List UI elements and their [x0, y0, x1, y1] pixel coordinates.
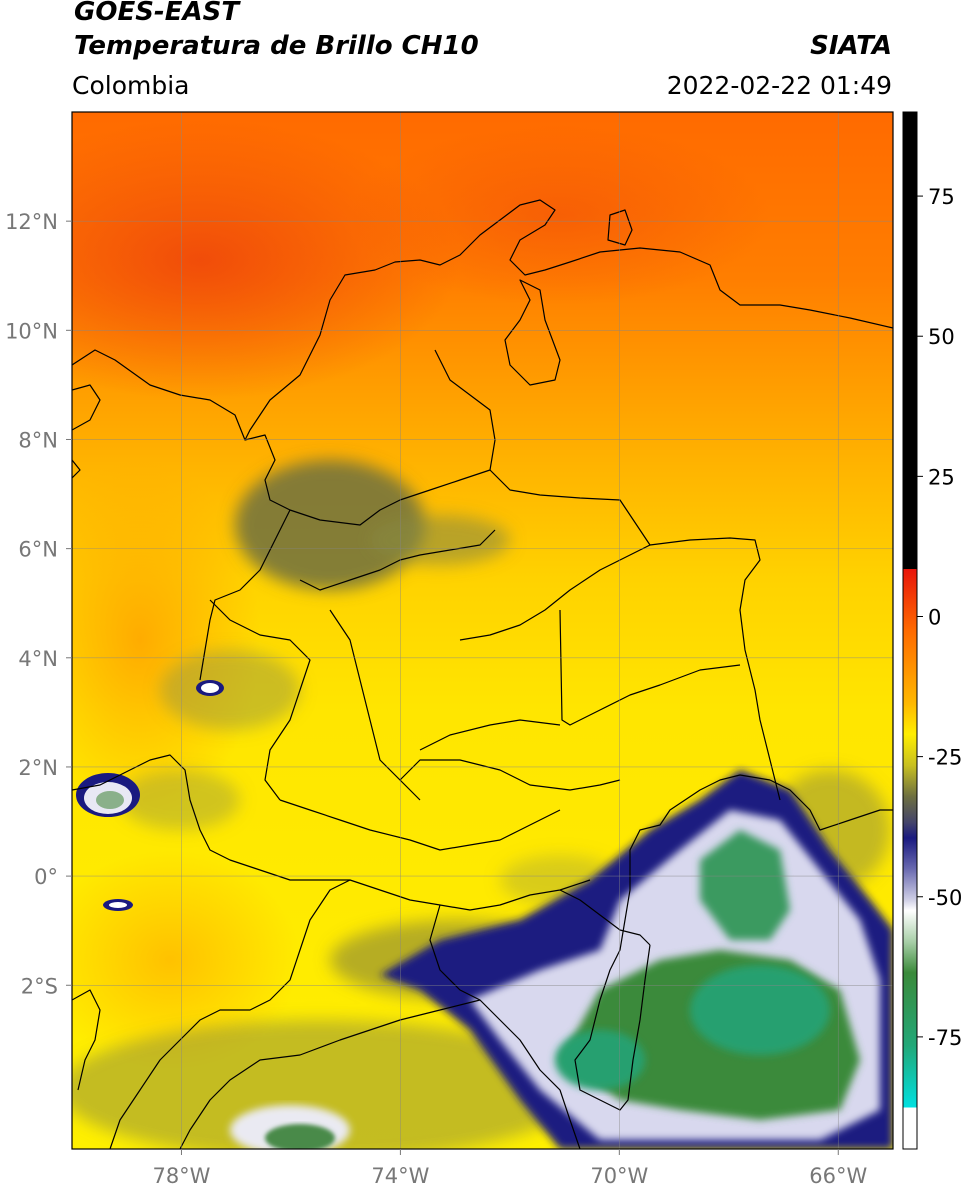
- lat-tick-label: 2°N: [18, 756, 58, 780]
- lon-tick-label: 70°W: [590, 1164, 648, 1188]
- colorbar-tick-label: 25: [928, 465, 955, 489]
- colorbar-tick-label: 50: [928, 325, 955, 349]
- region-label: Colombia: [72, 71, 190, 100]
- lon-tick-label: 74°W: [371, 1164, 429, 1188]
- colorbar-tick-label: -75: [928, 1026, 962, 1050]
- lat-tick-label: 8°N: [18, 428, 58, 452]
- lat-tick-label: 6°N: [18, 538, 58, 562]
- colorbar-tick-label: 75: [928, 185, 955, 209]
- colorbar: [902, 111, 918, 1150]
- colorbar-tick-label: -50: [928, 886, 962, 910]
- colorbar-ticks: 75 50 25 0 -25 -50 -75: [917, 185, 962, 1050]
- colorbar-tick-label: -25: [928, 746, 962, 770]
- lat-tick-label: 2°S: [21, 974, 58, 998]
- timestamp-label: 2022-02-22 01:49: [666, 71, 892, 100]
- lon-tick-label: 78°W: [152, 1164, 210, 1188]
- satellite-name: GOES-EAST: [74, 0, 240, 27]
- lat-tick-label: 4°N: [18, 647, 58, 671]
- lat-tick-label: 0°: [34, 865, 58, 889]
- lat-tick-label: 12°N: [5, 210, 58, 234]
- agency-label: SIATA: [810, 31, 892, 61]
- graticule: [72, 112, 893, 1149]
- map-frame: [71, 111, 894, 1150]
- longitude-ticks: 78°W 74°W 70°W 66°W: [152, 1149, 867, 1188]
- product-title: Temperatura de Brillo CH10: [74, 31, 479, 61]
- deep-convection-cells: [76, 680, 893, 1149]
- colorbar-tick-label: 0: [928, 605, 941, 629]
- brightness-temperature-field: [72, 112, 893, 1149]
- lat-tick-label: 10°N: [5, 319, 58, 343]
- lon-tick-label: 66°W: [809, 1164, 867, 1188]
- latitude-ticks: 12°N 10°N 8°N 6°N 4°N 2°N 0° 2°S: [5, 210, 72, 998]
